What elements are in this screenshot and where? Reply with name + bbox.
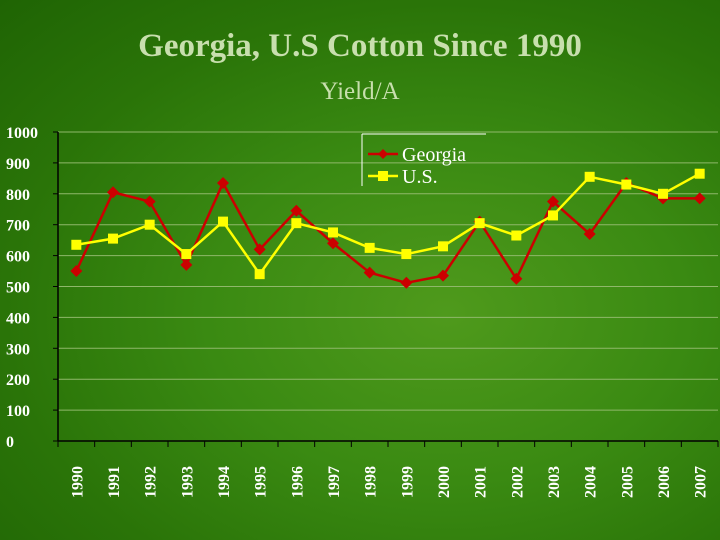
- point-georgia-1992: [143, 195, 156, 208]
- point-georgia-1999: [400, 276, 413, 289]
- x-tick-label-1997: 1997: [326, 466, 343, 498]
- x-tick-label-1994: 1994: [216, 466, 233, 498]
- point-georgia-1994: [217, 176, 229, 189]
- y-tick-label-200: 200: [6, 372, 30, 389]
- grid-lines: [58, 131, 718, 411]
- point-u-s-2006: [658, 188, 668, 199]
- point-georgia-1990: [70, 265, 83, 278]
- legend-label-u-s: U.S.: [402, 166, 438, 188]
- y-tick-labels: 0 100 200 300 400 500 600 700 800 900 1000: [6, 125, 38, 451]
- point-georgia-2003: [547, 195, 559, 208]
- point-u-s-1998: [364, 242, 375, 253]
- point-u-s-2001: [474, 218, 485, 229]
- y-tick-label-700: 700: [6, 218, 30, 235]
- y-tick-label-400: 400: [6, 310, 30, 327]
- y-tick-label-1000: 1000: [6, 125, 38, 142]
- point-u-s-2007: [694, 168, 705, 179]
- y-tick-label-100: 100: [6, 403, 30, 420]
- y-tick-label-600: 600: [6, 249, 30, 266]
- point-u-s-1993: [181, 249, 192, 260]
- y-tick-label-800: 800: [6, 187, 30, 204]
- point-u-s-1999: [401, 249, 412, 260]
- point-u-s-1994: [218, 216, 228, 227]
- point-georgia-2002: [510, 272, 523, 285]
- x-tick-label-1995: 1995: [253, 466, 270, 498]
- series-line-georgia: [75, 180, 700, 285]
- point-georgia-2000: [437, 269, 449, 282]
- x-tick-label-2001: 2001: [473, 466, 490, 498]
- point-u-s-2000: [438, 241, 448, 252]
- point-u-s-1991: [108, 233, 118, 244]
- chart-subtitle: Yield/A: [320, 78, 400, 105]
- x-tick-label-2007: 2007: [693, 466, 710, 498]
- point-u-s-2004: [584, 171, 595, 182]
- x-tick-label-1993: 1993: [179, 466, 196, 498]
- point-u-s-1995: [254, 269, 265, 280]
- x-tick-label-2006: 2006: [656, 466, 673, 498]
- point-georgia-1996: [290, 204, 303, 217]
- point-georgia-2007: [693, 192, 706, 205]
- chart-title: Georgia, U.S Cotton Since 1990: [138, 28, 582, 64]
- legend-marker-u-s: [378, 171, 388, 181]
- y-tick-label-900: 900: [6, 156, 30, 173]
- x-tick-label-1991: 1991: [106, 466, 123, 498]
- x-tick-label-1999: 1999: [399, 466, 416, 498]
- x-tick-label-2004: 2004: [583, 466, 600, 498]
- x-tick-labels: 1990 1991 1992 1993 1994 1995 1996 1997 1998 1999…: [69, 466, 709, 498]
- point-u-s-1990: [71, 239, 82, 250]
- point-u-s-2002: [511, 230, 522, 241]
- legend-marker-georgia: [378, 149, 388, 159]
- series-line-u-s: [76, 172, 701, 277]
- x-tick-label-2000: 2000: [436, 466, 453, 498]
- x-tick-label-2005: 2005: [619, 466, 636, 498]
- axes: [53, 131, 719, 447]
- x-tick-label-1992: 1992: [143, 466, 160, 498]
- point-u-s-1996: [291, 218, 302, 229]
- point-georgia-2004: [583, 227, 596, 240]
- point-georgia-1997: [327, 237, 339, 250]
- y-tick-label-0: 0: [6, 434, 14, 451]
- point-georgia-1998: [363, 266, 376, 279]
- point-georgia-1995: [253, 243, 266, 256]
- series-lines: [70, 168, 706, 289]
- point-u-s-2005: [621, 179, 632, 190]
- point-georgia-1991: [107, 186, 119, 199]
- point-u-s-2003: [548, 210, 558, 221]
- x-tick-label-1998: 1998: [363, 466, 380, 498]
- point-georgia-1993: [180, 258, 193, 271]
- x-tick-label-2003: 2003: [546, 466, 563, 498]
- legend-label-georgia: Georgia: [402, 144, 466, 166]
- point-u-s-1997: [328, 227, 338, 238]
- x-tick-label-1996: 1996: [289, 466, 306, 498]
- point-u-s-1992: [144, 219, 155, 230]
- y-tick-label-300: 300: [6, 341, 30, 358]
- y-tick-label-500: 500: [6, 280, 30, 297]
- x-tick-label-2002: 2002: [509, 466, 526, 498]
- x-tick-label-1990: 1990: [69, 466, 86, 498]
